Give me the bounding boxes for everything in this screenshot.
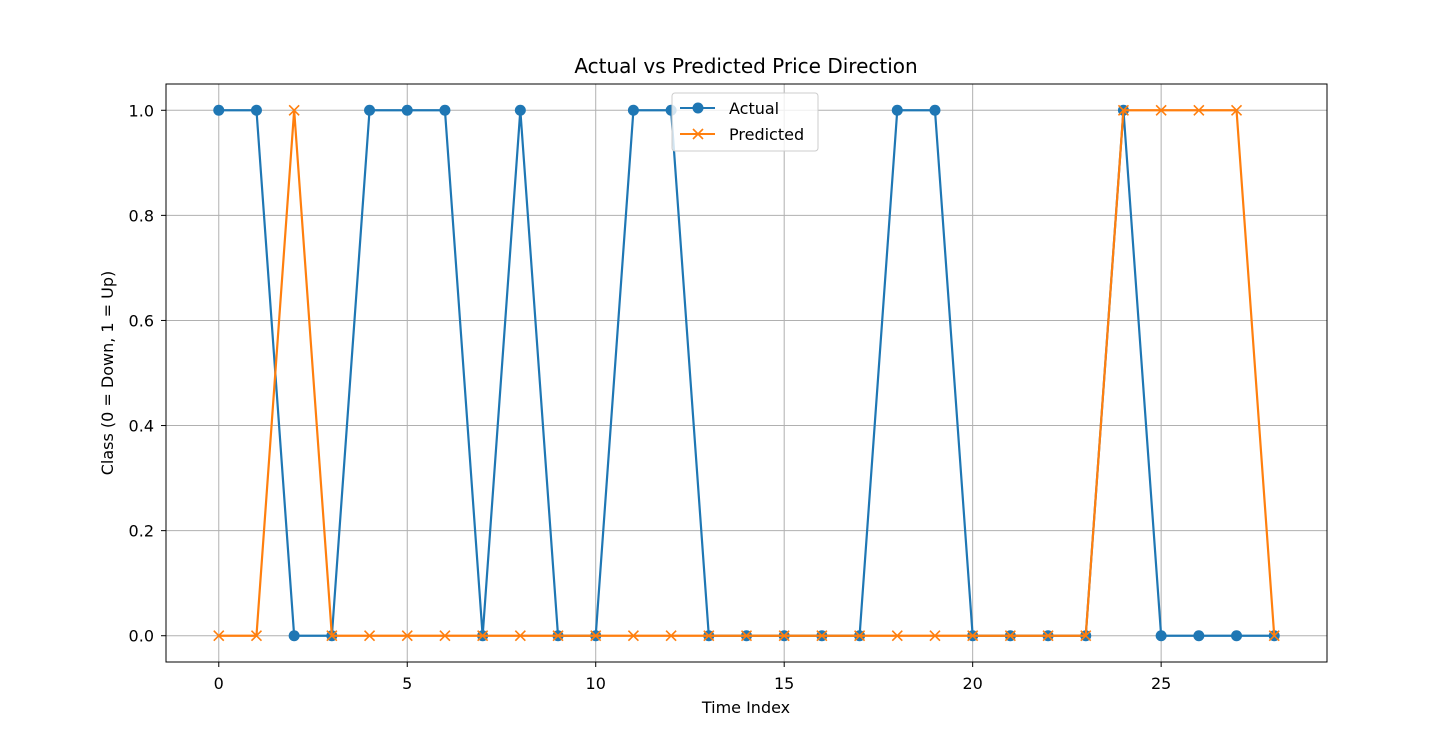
x-tick-label: 15: [774, 674, 794, 693]
x-tick-label: 25: [1151, 674, 1171, 693]
data-point-predicted: [703, 630, 715, 642]
data-point-actual: [627, 104, 639, 116]
chart-title: Actual vs Predicted Price Direction: [574, 54, 917, 78]
data-point-predicted: [854, 630, 866, 642]
x-tick-label: 20: [962, 674, 982, 693]
data-point-predicted: [1004, 630, 1016, 642]
data-point-actual: [1155, 630, 1167, 642]
data-point-predicted: [1117, 104, 1130, 116]
data-point-actual: [891, 104, 903, 116]
data-point-predicted: [401, 630, 413, 642]
data-point-predicted: [967, 630, 979, 642]
data-point-actual: [364, 104, 376, 116]
y-tick-label: 0.8: [129, 206, 154, 225]
data-point-predicted: [439, 630, 451, 642]
data-point-predicted: [477, 630, 489, 642]
legend-label-actual: Actual: [729, 99, 779, 118]
y-tick-label: 0.2: [129, 522, 154, 541]
data-point-predicted: [1268, 630, 1280, 642]
ticks: 0 5 10 15 20 25 0.0 0.2 0.4 0.6 0.8 1.0: [129, 101, 1172, 693]
data-point-actual: [1231, 630, 1243, 642]
grid: [166, 84, 1327, 662]
data-point-actual: [514, 104, 526, 116]
plot-frame: [165, 83, 1328, 663]
data-point-predicted: [552, 630, 564, 642]
data-point-predicted: [363, 630, 376, 642]
data-point-predicted: [326, 630, 338, 642]
y-tick-label: 0.0: [129, 627, 154, 646]
data-point-actual: [1193, 630, 1205, 642]
data-point-actual: [288, 630, 300, 642]
data-point-predicted: [627, 630, 639, 642]
data-point-predicted: [250, 630, 263, 642]
legend-marker-predicted: [692, 128, 704, 140]
x-tick-label: 5: [402, 674, 412, 693]
data-point-predicted: [213, 630, 225, 642]
data-point-predicted: [740, 630, 753, 642]
x-tick-label: 0: [214, 674, 224, 693]
data-point-predicted: [1042, 630, 1054, 642]
data-point-predicted: [1080, 630, 1092, 642]
data-point-predicted: [514, 630, 526, 642]
data-point-predicted: [1230, 104, 1243, 116]
y-axis-label: Class (0 = Down, 1 = Up): [98, 271, 117, 476]
legend-label-predicted: Predicted: [729, 125, 804, 144]
data-point-predicted: [590, 630, 602, 642]
x-tick-label: 10: [586, 674, 606, 693]
data-point-actual: [401, 104, 413, 116]
series-layer: [213, 104, 1280, 642]
data-point-predicted: [929, 630, 941, 642]
data-point-predicted: [1193, 104, 1205, 116]
y-tick-label: 0.6: [129, 311, 154, 330]
data-point-predicted: [891, 630, 903, 642]
series-predicted: [213, 104, 1280, 642]
data-point-actual: [250, 104, 262, 116]
legend: Actual Predicted: [671, 92, 819, 152]
data-point-actual: [213, 104, 225, 116]
data-point-predicted: [288, 104, 300, 116]
y-tick-label: 0.4: [129, 417, 154, 436]
data-point-predicted: [1155, 104, 1167, 116]
data-point-predicted: [665, 630, 677, 642]
x-axis-label: Time Index: [701, 698, 790, 717]
y-tick-label: 1.0: [129, 101, 154, 120]
data-point-predicted: [778, 630, 790, 642]
data-point-predicted: [816, 630, 828, 642]
legend-marker-actual: [692, 102, 704, 114]
data-point-actual: [929, 104, 941, 116]
data-point-actual: [439, 104, 451, 116]
